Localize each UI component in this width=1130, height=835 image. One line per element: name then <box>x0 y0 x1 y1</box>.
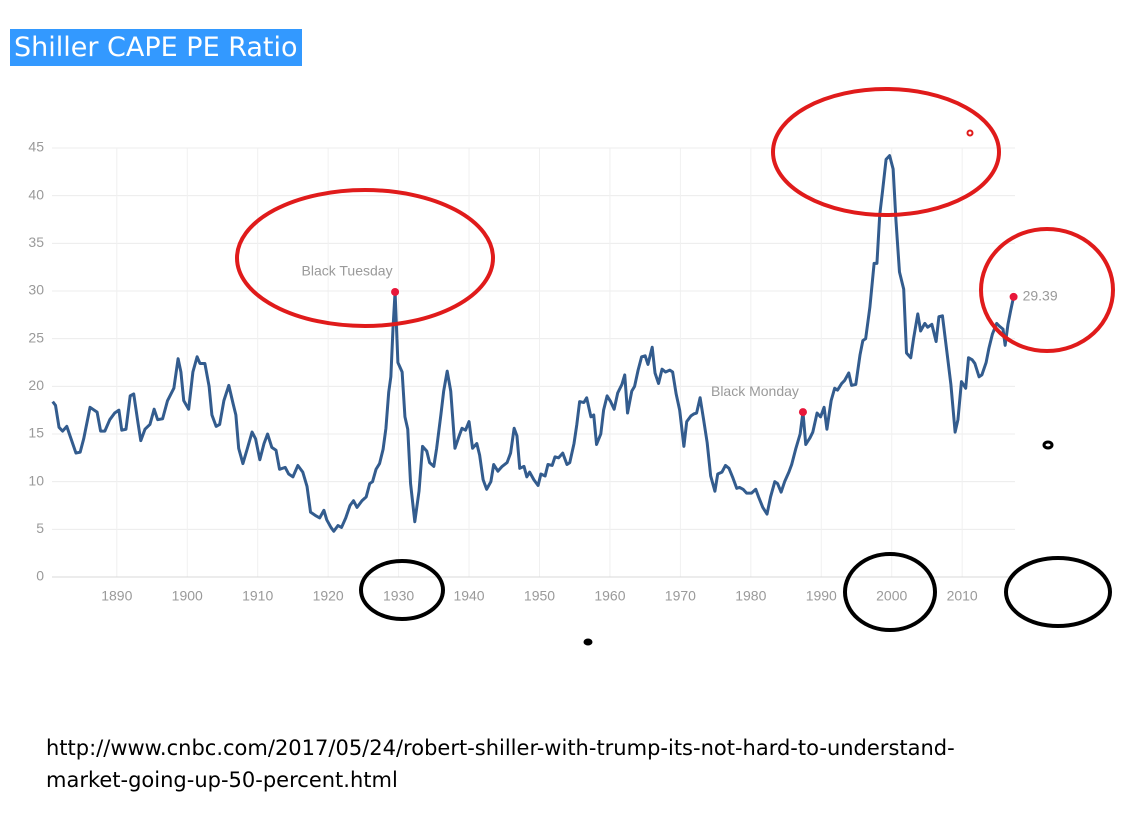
cape-line <box>51 154 1016 533</box>
x-tick-label: 1900 <box>172 588 203 604</box>
black-circle <box>1004 556 1112 628</box>
y-tick-label: 5 <box>36 520 44 536</box>
x-tick-label: 1980 <box>735 588 766 604</box>
annotation-label: Black Monday <box>711 383 799 399</box>
source-line: market-going-up-50-percent.html <box>46 768 398 792</box>
x-tick-label: 1930 <box>383 588 414 604</box>
black-dot <box>1042 440 1054 450</box>
x-tick-label: 1960 <box>594 588 625 604</box>
black-circle <box>359 559 445 621</box>
x-tick-label: 1920 <box>313 588 344 604</box>
y-tick-label: 0 <box>36 568 44 584</box>
y-tick-label: 25 <box>28 329 44 345</box>
x-tick-label: 1990 <box>806 588 837 604</box>
x-tick-label: 1940 <box>453 588 484 604</box>
red-dot <box>966 129 974 137</box>
annotation-point <box>798 408 807 417</box>
annotation-label: Black Tuesday <box>302 263 393 279</box>
x-tick-label: 1890 <box>101 588 132 604</box>
plot: Black Tuesday Black Monday 29.39 <box>51 154 1058 533</box>
y-tick-label: 40 <box>28 186 44 202</box>
x-tick-label: 1910 <box>242 588 273 604</box>
red-circle <box>235 188 495 328</box>
annotation-point <box>1009 292 1018 301</box>
y-tick-label: 10 <box>28 472 44 488</box>
grid: 0 5 10 15 20 25 30 35 40 45 1890 1900 1910 1920 1930 19… <box>28 139 1015 604</box>
annotation-label: 29.39 <box>1023 288 1058 304</box>
y-tick-label: 15 <box>28 425 44 441</box>
y-tick-label: 20 <box>28 377 44 393</box>
source-line: http://www.cnbc.com/2017/05/24/robert-sh… <box>46 736 955 760</box>
y-tick-label: 30 <box>28 282 44 298</box>
black-dot <box>583 638 593 646</box>
y-tick-label: 45 <box>28 139 44 155</box>
x-tick-label: 2010 <box>947 588 978 604</box>
hand-annotations <box>235 87 1115 646</box>
annotation-point <box>391 287 400 296</box>
y-tick-label: 35 <box>28 234 44 250</box>
x-tick-label: 1970 <box>665 588 696 604</box>
red-circle <box>771 87 1001 217</box>
x-tick-label: 1950 <box>524 588 555 604</box>
black-circle <box>843 552 937 632</box>
x-tick-label: 2000 <box>876 588 907 604</box>
source-text: http://www.cnbc.com/2017/05/24/robert-sh… <box>46 732 955 796</box>
chart-title: Shiller CAPE PE Ratio <box>10 29 302 66</box>
red-circle <box>979 227 1115 353</box>
